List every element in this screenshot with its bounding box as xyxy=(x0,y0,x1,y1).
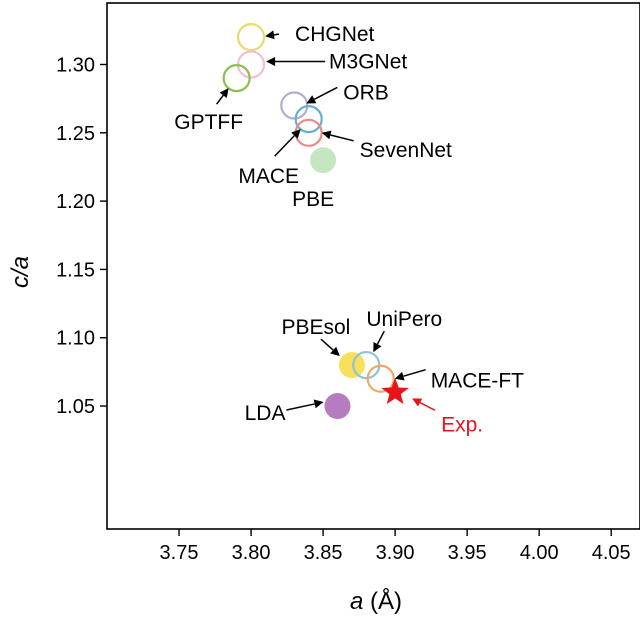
arrowhead-exp xyxy=(412,398,423,407)
arrow-lda xyxy=(286,403,315,411)
label-unipero: UniPero xyxy=(366,308,442,331)
label-gptff: GPTFF xyxy=(174,111,243,134)
x-tick-label: 3.85 xyxy=(304,542,343,564)
arrow-mace-ft xyxy=(403,368,426,377)
y-axis-label: c/a xyxy=(7,256,34,288)
arrowhead-sevennet xyxy=(321,130,332,140)
y-tick-label: 1.20 xyxy=(56,191,95,213)
point-chgnet xyxy=(236,23,266,52)
arrow-orb xyxy=(313,86,338,101)
y-tick-label: 1.05 xyxy=(56,396,95,418)
x-tick-label: 3.75 xyxy=(160,542,199,564)
arrow-gptff xyxy=(216,94,224,105)
arrowhead-orb xyxy=(306,95,317,104)
arrowhead-mace-ft xyxy=(394,371,405,381)
arrowhead-m3gnet xyxy=(266,57,276,66)
label-pbe: PBE xyxy=(292,188,334,211)
point-mace-ft xyxy=(366,364,395,393)
arrow-pbesol xyxy=(320,338,334,351)
point-mace xyxy=(294,105,323,134)
label-exp: Exp. xyxy=(441,413,483,436)
x-tick-label: 4.00 xyxy=(520,542,559,564)
x-axis-label-symbol: a xyxy=(350,588,363,615)
arrowhead-unipero xyxy=(373,342,382,353)
label-mace: MACE xyxy=(238,165,299,188)
label-mace-ft: MACE-FT xyxy=(431,370,524,393)
arrow-exp xyxy=(419,401,436,412)
point-pbesol xyxy=(338,352,365,379)
x-axis-label: a (Å) xyxy=(350,587,402,615)
arrowhead-chgnet xyxy=(265,30,275,40)
arrow-mace xyxy=(274,135,295,157)
arrowhead-pbesol xyxy=(330,346,340,357)
y-tick-label: 1.25 xyxy=(56,123,95,145)
arrow-chgnet xyxy=(273,33,280,36)
arrow-unipero xyxy=(376,330,385,345)
arrow-sevennet xyxy=(330,134,354,142)
x-tick-label: 4.05 xyxy=(592,542,631,564)
arrowhead-mace xyxy=(291,129,301,139)
arrowhead-gptff xyxy=(219,88,229,98)
x-tick-label: 3.95 xyxy=(448,542,487,564)
label-m3gnet: M3GNet xyxy=(329,50,407,73)
point-exp xyxy=(381,377,409,405)
label-lda: LDA xyxy=(245,402,286,425)
point-lda xyxy=(324,393,351,420)
x-axis-label-unit: (Å) xyxy=(363,587,402,615)
label-sevennet: SevenNet xyxy=(360,139,452,162)
y-tick-label: 1.15 xyxy=(56,259,95,281)
x-tick-label: 3.80 xyxy=(232,542,271,564)
y-tick-label: 1.10 xyxy=(56,328,95,350)
plot-frame xyxy=(106,2,640,530)
label-pbesol: PBEsol xyxy=(281,316,350,339)
arrowhead-lda xyxy=(313,399,324,409)
label-orb: ORB xyxy=(343,81,389,104)
y-tick-label: 1.30 xyxy=(56,54,95,76)
point-pbe xyxy=(310,147,337,174)
label-chgnet: CHGNet xyxy=(295,23,375,46)
point-gptff xyxy=(222,64,251,93)
x-tick-label: 3.90 xyxy=(376,542,415,564)
